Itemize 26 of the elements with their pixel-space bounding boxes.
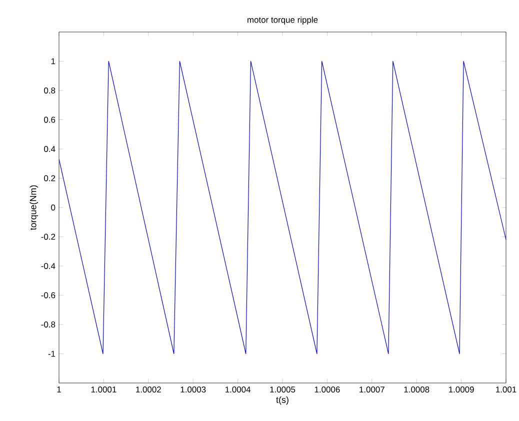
y-tick-label: -0.6 (41, 292, 56, 298)
y-tick-label: 0.8 (44, 88, 56, 94)
y-tick-label: -0.4 (41, 263, 56, 269)
x-tick-label: 1 (57, 386, 61, 392)
x-tick-label: 1.0002 (136, 386, 161, 393)
x-tick-label: 1.0001 (91, 386, 116, 393)
y-axis-title: torque(Nm) (30, 185, 38, 230)
x-tick-label: 1.0005 (270, 386, 296, 393)
x-axis-title: t(s) (276, 396, 288, 405)
y-tick-label: 1 (51, 58, 56, 64)
x-tick-label: 1.001 (496, 386, 516, 393)
x-tick-label: 1.0007 (360, 386, 384, 393)
y-tick-label: 0.4 (44, 146, 56, 152)
y-tick-label: -1 (48, 350, 56, 357)
x-tick-label: 1.0003 (180, 386, 206, 393)
y-tick-label: 0 (51, 204, 56, 210)
x-tick-label: 1.0008 (404, 386, 430, 393)
y-tick-label: -0.8 (41, 322, 56, 328)
y-tick-label: 0.6 (44, 116, 56, 123)
x-tick-label: 1.0006 (314, 386, 340, 393)
line-series (59, 60, 506, 354)
chart-title: motor torque ripple (248, 16, 318, 24)
x-tick-label: 1.0009 (449, 386, 474, 393)
y-tick-label: 0.2 (44, 175, 56, 182)
x-tick-label: 1.0004 (226, 386, 251, 393)
y-tick-label: -0.2 (41, 234, 56, 240)
